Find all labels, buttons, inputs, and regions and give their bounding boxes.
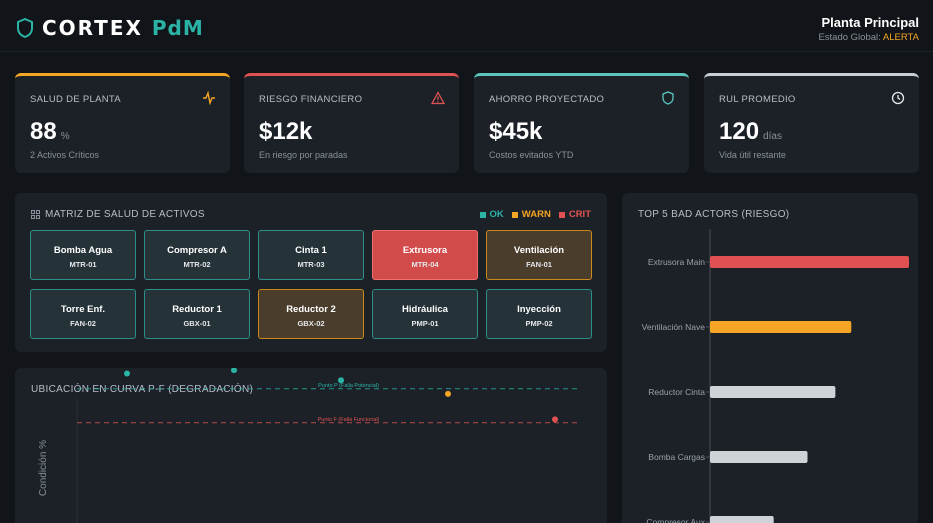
kpi-label: AHORRO PROYECTADO bbox=[489, 94, 605, 105]
global-status: Estado Global: ALERTA bbox=[818, 32, 919, 43]
asset-id: MTR-03 bbox=[297, 260, 325, 269]
bar-category-label-0: Extrusora Main bbox=[648, 257, 705, 267]
kpi-value: $12k bbox=[259, 118, 313, 145]
asset-tile-pmp-02[interactable]: Inyección PMP-02 bbox=[486, 289, 592, 339]
kpi-card-financial-risk: RIESGO FINANCIERO $12k En riesgo por par… bbox=[244, 73, 459, 173]
asset-id: PMP-01 bbox=[411, 319, 439, 328]
asset-tile-pmp-01[interactable]: Hidráulica PMP-01 bbox=[372, 289, 478, 339]
asset-name: Cinta 1 bbox=[295, 245, 327, 256]
status-legend: OK WARN CRIT bbox=[479, 209, 591, 220]
pf-point-1 bbox=[231, 368, 237, 374]
asset-name: Inyección bbox=[517, 304, 561, 315]
asset-name: Bomba Agua bbox=[53, 245, 113, 256]
brand-main: CORTEX bbox=[42, 16, 143, 40]
legend-warn-swatch bbox=[511, 211, 518, 218]
asset-tile-mtr-02[interactable]: Compresor A MTR-02 bbox=[144, 230, 250, 280]
activity-icon bbox=[203, 91, 215, 105]
asset-name: Torre Enf. bbox=[60, 304, 106, 315]
plant-info: Planta Principal Estado Global: ALERTA bbox=[818, 15, 919, 43]
status-badge: ALERTA bbox=[882, 32, 919, 43]
bad-actors-title: TOP 5 BAD ACTORS (RIESGO) bbox=[638, 209, 790, 220]
clock-icon bbox=[891, 91, 905, 105]
pf-curve-title: UBICACIÓN EN CURVA P-F (DEGRADACIÓN) bbox=[31, 384, 254, 395]
pf-point-4 bbox=[552, 416, 558, 423]
kpi-value: 120 días bbox=[719, 118, 782, 145]
legend-crit-swatch bbox=[558, 211, 565, 218]
bar-category-label-1: Ventilación Nave bbox=[642, 322, 706, 332]
asset-id: GBX-02 bbox=[297, 319, 325, 328]
bar-1 bbox=[710, 321, 852, 333]
legend-ok-swatch bbox=[479, 211, 486, 218]
asset-name: Compresor A bbox=[167, 245, 227, 256]
asset-name: Extrusora bbox=[402, 245, 448, 256]
bar-4 bbox=[710, 516, 774, 523]
warning-icon bbox=[431, 91, 445, 105]
asset-name: Reductor 2 bbox=[286, 304, 336, 315]
kpi-label: RIESGO FINANCIERO bbox=[259, 94, 363, 105]
kpi-label: RUL PROMEDIO bbox=[719, 94, 796, 105]
kpi-subtext: Vida útil restante bbox=[719, 150, 786, 160]
legend-crit: CRIT bbox=[558, 209, 591, 220]
y-axis-label: Condición % bbox=[38, 440, 49, 496]
bar-0 bbox=[710, 256, 909, 268]
grid-icon bbox=[31, 210, 40, 219]
legend-warn: WARN bbox=[511, 209, 551, 220]
asset-tile-fan-01[interactable]: Ventilación FAN-01 bbox=[486, 230, 592, 280]
asset-id: MTR-04 bbox=[411, 260, 439, 269]
asset-tile-gbx-01[interactable]: Reductor 1 GBX-01 bbox=[144, 289, 250, 339]
asset-tile-mtr-01[interactable]: Bomba Agua MTR-01 bbox=[30, 230, 136, 280]
kpi-card-avg-rul: RUL PROMEDIO 120 días Vida útil restante bbox=[704, 73, 919, 173]
asset-name: Ventilación bbox=[513, 245, 565, 256]
asset-health-matrix-panel: MATRIZ DE SALUD DE ACTIVOS OK WARN CRIT … bbox=[15, 193, 607, 352]
pf-curve-chart: Condición % Punto P (Falla Potencial) Punt… bbox=[38, 368, 580, 523]
threshold-label-0: Punto P (Falla Potencial) bbox=[318, 383, 379, 389]
kpi-value: $45k bbox=[489, 118, 543, 145]
asset-tile-mtr-03[interactable]: Cinta 1 MTR-03 bbox=[258, 230, 364, 280]
brand-accent: PdM bbox=[151, 16, 204, 40]
kpi-unit: días bbox=[763, 131, 782, 142]
asset-tile-fan-02[interactable]: Torre Enf. FAN-02 bbox=[30, 289, 136, 339]
shield-icon bbox=[662, 91, 674, 105]
asset-id: MTR-02 bbox=[183, 260, 211, 269]
asset-id: PMP-02 bbox=[525, 319, 553, 328]
pf-point-2 bbox=[338, 377, 344, 384]
asset-id: MTR-01 bbox=[69, 260, 97, 269]
asset-name: Reductor 1 bbox=[172, 304, 222, 315]
status-label: Estado Global: bbox=[818, 32, 881, 43]
kpi-value: 88% bbox=[30, 118, 70, 145]
pf-curve-panel: UBICACIÓN EN CURVA P-F (DEGRADACIÓN) Con… bbox=[15, 368, 607, 523]
kpi-subtext: En riesgo por paradas bbox=[259, 150, 348, 160]
shield-logo-icon bbox=[17, 18, 33, 38]
threshold-label-1: Punto F (Falla Funcional) bbox=[318, 417, 380, 423]
kpi-unit: % bbox=[60, 131, 70, 142]
legend-ok: OK bbox=[479, 209, 504, 220]
panel-title: MATRIZ DE SALUD DE ACTIVOS bbox=[31, 209, 205, 220]
plant-name: Planta Principal bbox=[821, 15, 919, 30]
kpi-card-projected-savings: AHORRO PROYECTADO $45k Costos evitados Y… bbox=[474, 73, 689, 173]
bar-category-label-4: Compresor Aux bbox=[646, 517, 705, 523]
bar-category-label-3: Bomba Cargas bbox=[648, 452, 705, 462]
asset-name: Hidráulica bbox=[402, 304, 448, 315]
asset-id: GBX-01 bbox=[183, 319, 211, 328]
kpi-label: SALUD DE PLANTA bbox=[30, 94, 121, 105]
pf-point-3 bbox=[445, 390, 451, 397]
asset-tile-mtr-04[interactable]: Extrusora MTR-04 bbox=[372, 230, 478, 280]
bar-3 bbox=[710, 451, 808, 463]
matrix-title: MATRIZ DE SALUD DE ACTIVOS bbox=[45, 209, 205, 220]
top-header: CORTEX PdM Planta Principal Estado Globa… bbox=[0, 0, 933, 52]
bad-actors-panel: TOP 5 BAD ACTORS (RIESGO) Extrusora Main… bbox=[622, 193, 918, 523]
brand-name: CORTEX PdM bbox=[42, 16, 204, 40]
bad-actors-chart: Extrusora Main Ventilación Nave Reductor C… bbox=[642, 229, 909, 523]
asset-id: FAN-01 bbox=[526, 260, 552, 269]
kpi-subtext: 2 Activos Críticos bbox=[30, 150, 100, 160]
asset-tile-gbx-02[interactable]: Reductor 2 GBX-02 bbox=[258, 289, 364, 339]
logo: CORTEX PdM bbox=[16, 16, 204, 40]
bar-category-label-2: Reductor Cinta bbox=[648, 387, 705, 397]
bar-2 bbox=[710, 386, 836, 398]
asset-id: FAN-02 bbox=[70, 319, 96, 328]
kpi-card-plant-health: SALUD DE PLANTA 88% 2 Activos Críticos bbox=[15, 73, 230, 173]
kpi-subtext: Costos evitados YTD bbox=[489, 150, 574, 160]
pf-point-0 bbox=[124, 370, 130, 377]
